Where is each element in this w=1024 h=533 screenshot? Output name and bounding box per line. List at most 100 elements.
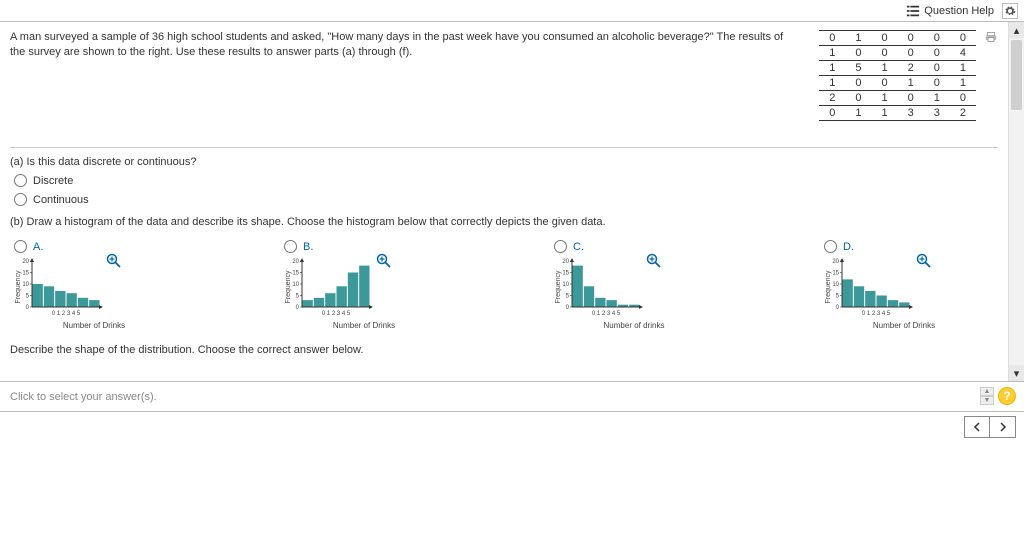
prev-button[interactable]	[964, 416, 990, 438]
spin-up[interactable]: ▲	[980, 387, 994, 396]
x-axis-label: Number of Drinks	[824, 321, 984, 330]
option-continuous[interactable]: Continuous	[14, 193, 998, 206]
question-help-button[interactable]: Question Help	[906, 4, 994, 18]
svg-text:Frequency: Frequency	[555, 270, 562, 304]
svg-text:Frequency: Frequency	[15, 270, 22, 304]
svg-text:0: 0	[296, 305, 300, 311]
scroll-up-button[interactable]: ▴	[1009, 22, 1024, 38]
data-cell: 0	[950, 31, 976, 46]
option-discrete-label: Discrete	[33, 175, 73, 187]
svg-text:5: 5	[836, 294, 840, 300]
data-cell: 0	[872, 76, 898, 91]
data-table: 010000100004151201100101201010011332	[819, 30, 976, 121]
data-cell: 1	[950, 61, 976, 76]
svg-text:15: 15	[562, 271, 569, 277]
part-a-prompt: (a) Is this data discrete or continuous?	[10, 147, 998, 168]
settings-button[interactable]	[1002, 3, 1018, 19]
list-icon	[906, 4, 920, 18]
histogram-option-D: D.Frequency201510500 1 2 3 4 5Number of …	[824, 240, 984, 330]
x-axis-label: Number of Drinks	[14, 321, 174, 330]
scrollbar[interactable]: ▴ ▾	[1008, 22, 1024, 381]
scroll-thumb[interactable]	[1011, 40, 1022, 110]
option-continuous-label: Continuous	[33, 194, 89, 206]
svg-text:20: 20	[832, 259, 839, 265]
chevron-right-icon	[998, 422, 1008, 432]
data-cell: 1	[872, 91, 898, 106]
zoom-icon[interactable]	[916, 253, 932, 269]
answer-spinner[interactable]: ▲ ▼	[980, 387, 994, 405]
svg-text:0 1 2 3 4 5: 0 1 2 3 4 5	[592, 311, 621, 317]
svg-text:0: 0	[836, 305, 840, 311]
radio-option-A[interactable]	[14, 240, 27, 253]
svg-text:0: 0	[26, 305, 30, 311]
data-cell: 0	[872, 46, 898, 61]
data-cell: 1	[872, 106, 898, 121]
data-cell: 3	[898, 106, 924, 121]
svg-text:0 1 2 3 4 5: 0 1 2 3 4 5	[52, 311, 81, 317]
svg-text:0 1 2 3 4 5: 0 1 2 3 4 5	[322, 311, 351, 317]
option-B[interactable]: B.	[284, 240, 444, 253]
chevron-left-icon	[972, 422, 982, 432]
radio-option-B[interactable]	[284, 240, 297, 253]
option-A-label: A.	[33, 241, 43, 253]
option-B-label: B.	[303, 241, 313, 253]
question-stem: A man surveyed a sample of 36 high schoo…	[10, 30, 799, 121]
print-icon[interactable]	[984, 30, 998, 44]
data-cell: 0	[872, 31, 898, 46]
radio-option-D[interactable]	[824, 240, 837, 253]
zoom-icon[interactable]	[646, 253, 662, 269]
data-cell: 0	[898, 91, 924, 106]
svg-text:Frequency: Frequency	[285, 270, 292, 304]
svg-text:20: 20	[292, 259, 299, 265]
radio-continuous[interactable]	[14, 193, 27, 206]
data-cell: 0	[845, 76, 871, 91]
zoom-icon[interactable]	[106, 253, 122, 269]
svg-text:10: 10	[562, 282, 569, 288]
svg-text:5: 5	[296, 294, 300, 300]
svg-text:15: 15	[292, 271, 299, 277]
question-help-label: Question Help	[924, 5, 994, 17]
data-cell: 0	[924, 76, 950, 91]
data-cell: 0	[819, 106, 845, 121]
data-cell: 1	[950, 76, 976, 91]
data-cell: 1	[924, 91, 950, 106]
data-cell: 2	[950, 106, 976, 121]
x-axis-label: Number of drinks	[554, 321, 714, 330]
radio-option-C[interactable]	[554, 240, 567, 253]
help-button[interactable]: ?	[998, 387, 1016, 405]
data-cell: 1	[845, 31, 871, 46]
option-D-label: D.	[843, 241, 854, 253]
histogram-option-A: A.Frequency201510500 1 2 3 4 5Number of …	[14, 240, 174, 330]
svg-text:5: 5	[26, 294, 30, 300]
data-cell: 1	[819, 46, 845, 61]
data-cell: 1	[872, 61, 898, 76]
data-cell: 0	[924, 46, 950, 61]
radio-discrete[interactable]	[14, 174, 27, 187]
svg-text:15: 15	[22, 271, 29, 277]
data-cell: 0	[950, 91, 976, 106]
data-cell: 0	[898, 31, 924, 46]
svg-text:5: 5	[566, 294, 570, 300]
option-D[interactable]: D.	[824, 240, 984, 253]
next-button[interactable]	[990, 416, 1016, 438]
svg-text:0: 0	[566, 305, 570, 311]
describe-prompt: Describe the shape of the distribution. …	[10, 344, 998, 356]
data-cell: 0	[898, 46, 924, 61]
spin-down[interactable]: ▼	[980, 396, 994, 405]
svg-text:15: 15	[832, 271, 839, 277]
data-cell: 1	[819, 61, 845, 76]
part-b-prompt: (b) Draw a histogram of the data and des…	[10, 216, 998, 228]
option-C-label: C.	[573, 241, 584, 253]
zoom-icon[interactable]	[376, 253, 392, 269]
data-cell: 0	[924, 31, 950, 46]
option-discrete[interactable]: Discrete	[14, 174, 998, 187]
data-cell: 5	[845, 61, 871, 76]
option-C[interactable]: C.	[554, 240, 714, 253]
scroll-down-button[interactable]: ▾	[1009, 365, 1024, 381]
svg-text:Frequency: Frequency	[825, 270, 832, 304]
data-cell: 1	[898, 76, 924, 91]
svg-text:20: 20	[22, 259, 29, 265]
option-A[interactable]: A.	[14, 240, 174, 253]
histogram-option-C: C. Frequency20 15 10 5 0 0 1 2 3 4 5 Number of …	[554, 240, 714, 330]
svg-text:20: 20	[562, 259, 569, 265]
